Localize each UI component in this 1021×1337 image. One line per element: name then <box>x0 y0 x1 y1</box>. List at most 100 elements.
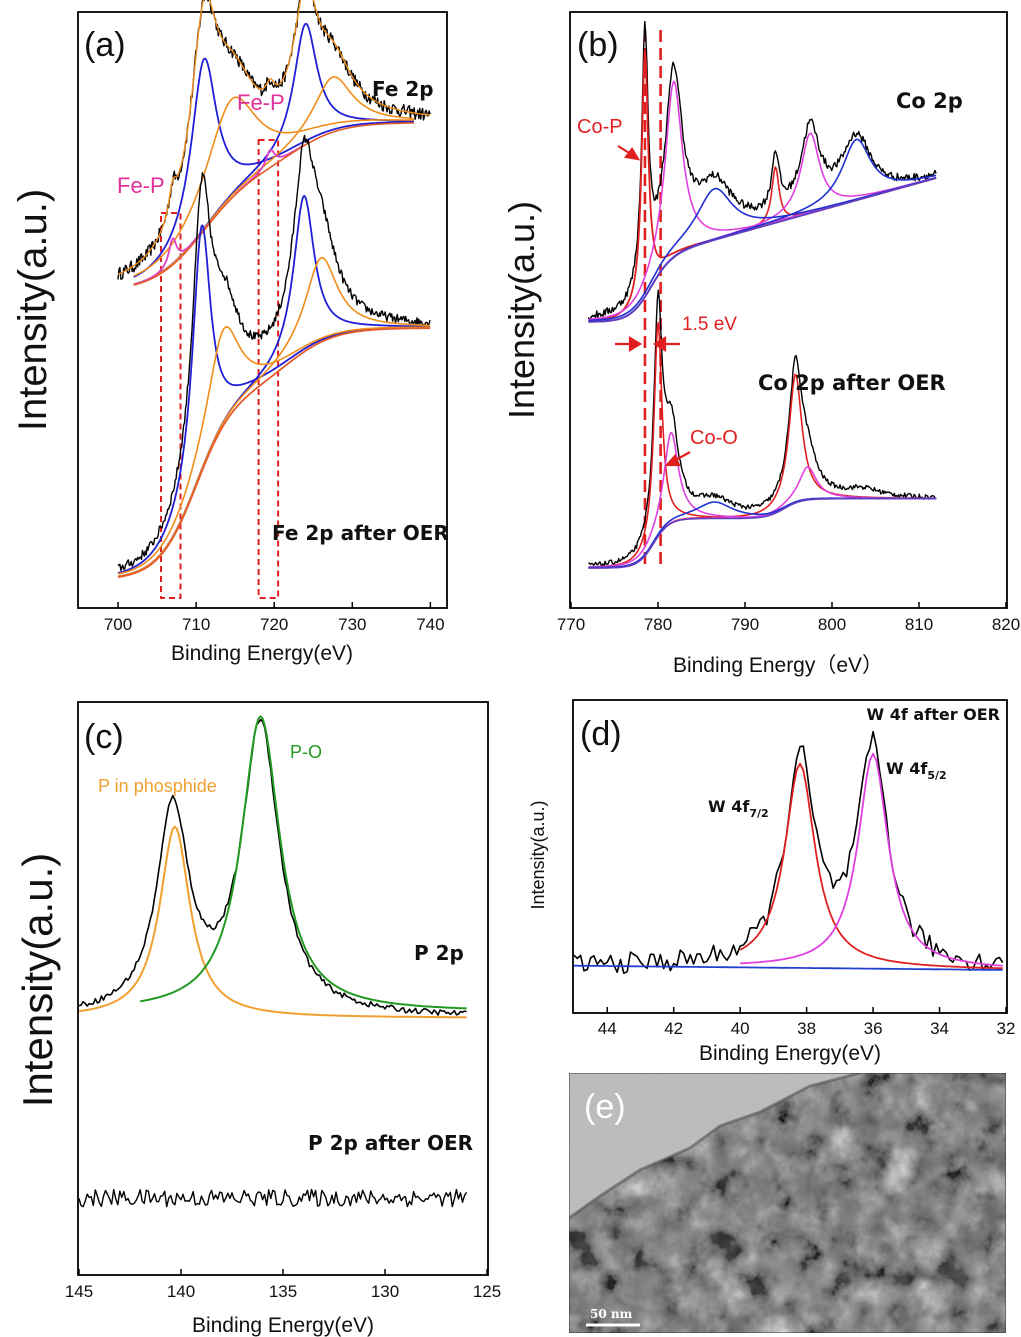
panel-c-curves <box>78 715 468 1208</box>
tem-particle-region <box>569 1073 1006 1333</box>
xtick-label: 42 <box>664 1019 683 1038</box>
panel-a-label-fe-p-2: Fe-P <box>237 90 285 115</box>
panel-d-frame <box>572 699 1008 1014</box>
panel-d-xlabel: Binding Energy(eV) <box>699 1042 881 1065</box>
panel-c-label-p-o: P-O <box>290 742 322 762</box>
tem-image <box>569 1073 1006 1333</box>
panel-b-ylabel: Intensity(a.u.) <box>501 201 542 419</box>
panel-a-highlight-boxes <box>159 139 280 599</box>
panel-a-label: (a) <box>84 26 126 64</box>
panel-b-title-co2p: Co 2p <box>896 89 963 113</box>
panel-d-ylabel: Intensity(a.u.) <box>528 800 548 909</box>
panel-b-shift-arrowhead-left <box>628 336 643 352</box>
fe2p-oer-raw-spectrum <box>117 134 431 572</box>
panel-c-ylabel: Intensity(a.u.) <box>14 853 61 1107</box>
panel-a-label-fe-p-1: Fe-P <box>117 173 165 198</box>
xtick-label: 730 <box>338 615 366 634</box>
panel-c-label: (c) <box>84 718 124 756</box>
panel-c-xticks: 145 140 135 130 125 <box>65 1269 501 1301</box>
p2p-fit-phosphide <box>78 825 467 1019</box>
xtick-label: 710 <box>182 615 210 634</box>
panel-c-label-phosphide: P in phosphide <box>98 776 217 796</box>
panel-b-co-o-arrowhead <box>664 453 681 467</box>
panel-b-label: (b) <box>577 26 619 64</box>
xtick-label: 38 <box>797 1019 816 1038</box>
co2p-oer-fit-796 <box>588 373 937 569</box>
panel-b-label-co-o: Co-O <box>690 427 738 449</box>
xtick-label: 740 <box>416 615 444 634</box>
panel-d-xticks: 44 42 40 38 36 34 32 <box>598 1007 1016 1038</box>
panel-c-xlabel: Binding Energy(eV) <box>192 1314 374 1337</box>
fe2p-fit-727 <box>133 76 414 286</box>
panel-b-curves <box>587 20 937 569</box>
p2p-oer-raw-spectrum <box>78 1188 468 1208</box>
panel-d: (d) Intensity(a.u.) Binding Energy(eV) 4… <box>528 699 1016 1065</box>
panel-a-ylabel: Intensity(a.u.) <box>11 189 55 431</box>
panel-b-label-co-p: Co-P <box>577 116 623 138</box>
xtick-label: 800 <box>818 615 846 634</box>
panel-d-label-w4f52: W 4f5/2 <box>886 759 947 782</box>
xtick-label: 32 <box>997 1019 1016 1038</box>
panel-d-title: W 4f after OER <box>867 705 1000 724</box>
xtick-label: 40 <box>731 1019 750 1038</box>
panel-b-reference-lines <box>643 30 662 570</box>
panel-d-label-w4f72: W 4f7/2 <box>708 797 769 820</box>
xtick-label: 720 <box>260 615 288 634</box>
w4f-background <box>574 964 1003 971</box>
xtick-label: 770 <box>557 615 585 634</box>
xtick-label: 130 <box>371 1282 399 1301</box>
xtick-label: 145 <box>65 1282 93 1301</box>
panel-d-label: (d) <box>580 715 622 753</box>
panel-e-label: (e) <box>584 1088 626 1126</box>
co2p-background <box>588 177 937 323</box>
panel-c-title-p2p: P 2p <box>414 941 464 965</box>
co2p-fit-co-p <box>588 48 937 322</box>
panel-a-xticks: 700 710 720 730 740 <box>104 602 445 634</box>
w4f-fit-72 <box>739 762 1003 970</box>
xtick-label: 790 <box>731 615 759 634</box>
xtick-label: 34 <box>930 1019 949 1038</box>
panel-c: (c) Intensity(a.u.) Binding Energy(eV) 1… <box>14 701 501 1337</box>
xtick-label: 820 <box>992 615 1020 634</box>
panel-b-arrows <box>615 145 691 467</box>
panel-a-title-fe2p: Fe 2p <box>372 77 434 101</box>
xtick-label: 135 <box>269 1282 297 1301</box>
fe-p-highlight-box <box>159 212 182 599</box>
p2p-raw-spectrum <box>78 718 467 1016</box>
panel-e: (e) 50 nm <box>569 1073 1006 1333</box>
panel-d-label-w4f52-sub: 5/2 <box>927 769 946 782</box>
panel-b: (b) Intensity(a.u.) Binding Energy（eV） 7… <box>501 11 1020 677</box>
panel-b-label-shift: 1.5 eV <box>682 314 737 335</box>
panel-b-title-co2p-after-oer: Co 2p after OER <box>758 371 946 395</box>
w4f-raw-spectrum <box>573 730 1004 974</box>
panel-d-label-w4f72-base: W 4f <box>708 797 750 816</box>
panel-b-frame <box>569 11 1008 609</box>
panel-a-frame <box>77 11 448 609</box>
fe2p-fit-714 <box>133 96 414 277</box>
fe2p-envelope <box>117 0 431 275</box>
panel-c-title-p2p-after-oer: P 2p after OER <box>308 1131 473 1155</box>
co2p-oer-background <box>588 497 937 569</box>
xtick-label: 140 <box>167 1282 195 1301</box>
xtick-label: 780 <box>644 615 672 634</box>
panel-a-xlabel: Binding Energy(eV) <box>171 642 353 665</box>
tem-scale-bar-label: 50 nm <box>590 1307 633 1321</box>
xtick-label: 700 <box>104 615 132 634</box>
xtick-label: 810 <box>905 615 933 634</box>
w4f-fit-52 <box>740 752 1003 967</box>
panel-d-curves <box>573 730 1004 974</box>
fe2p-background <box>133 122 414 286</box>
panel-b-xticks: 770 780 790 800 810 820 <box>557 602 1020 634</box>
panel-a-curves <box>117 0 431 578</box>
fe2p-oer-background <box>117 327 431 578</box>
panel-b-co-p-arrowhead <box>624 147 641 161</box>
xtick-label: 36 <box>864 1019 883 1038</box>
panel-a-title-fe2p-after-oer: Fe 2p after OER <box>272 521 449 545</box>
xtick-label: 44 <box>598 1019 617 1038</box>
co2p-oer-raw-spectrum <box>588 289 937 567</box>
co2p-oer-fit-780 <box>588 321 937 568</box>
p2p-fit-p-o <box>140 715 467 1010</box>
co2p-raw-spectrum <box>587 20 937 321</box>
panel-d-label-w4f72-sub: 7/2 <box>749 807 768 820</box>
